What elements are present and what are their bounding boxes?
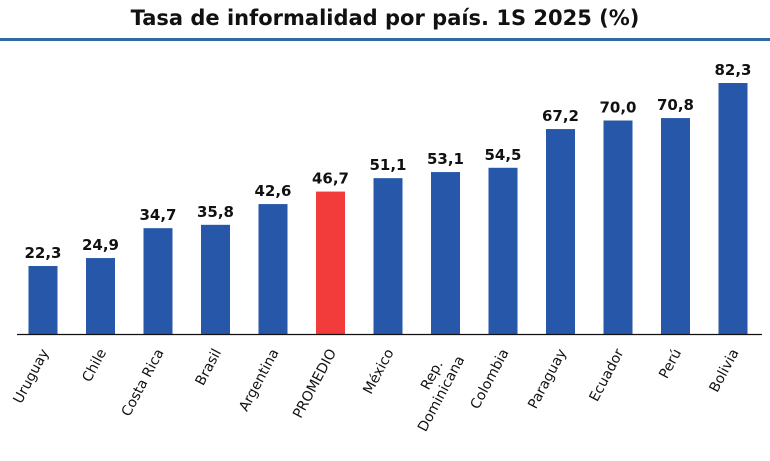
value-label-4: 42,6: [254, 182, 291, 200]
value-label-1: 24,9: [82, 236, 119, 254]
category-label-3: Brasil: [193, 346, 225, 388]
value-label-0: 22,3: [24, 244, 61, 262]
bar-12: [718, 83, 748, 334]
bar-4: [258, 204, 288, 334]
bar-6: [373, 178, 403, 334]
bar-11: [661, 118, 690, 334]
bar-0: [28, 265, 58, 334]
bar-7: [431, 172, 460, 334]
bar-2: [143, 228, 173, 334]
bar-9: [546, 129, 575, 334]
bar-3: [201, 224, 230, 334]
value-label-12: 82,3: [714, 61, 751, 79]
category-label-11: Perú: [656, 346, 685, 381]
category-label-7: Rep.Dominicana: [400, 345, 468, 434]
bar-8: [488, 167, 518, 334]
bar-5: [316, 191, 345, 334]
category-label-2: Costa Rica: [119, 346, 168, 419]
category-label-0: Uruguay: [10, 346, 52, 406]
title-rule: [0, 38, 770, 41]
value-label-7: 53,1: [427, 150, 464, 168]
value-label-9: 67,2: [542, 107, 579, 125]
value-label-11: 70,8: [657, 96, 694, 114]
value-label-3: 35,8: [197, 203, 234, 221]
category-label-9: Paraguay: [525, 346, 570, 411]
category-label-1: Chile: [79, 346, 110, 384]
category-label-5: PROMEDIO: [290, 346, 340, 421]
category-label-4: Argentina: [236, 346, 282, 414]
category-label-8: Colombia: [468, 346, 513, 412]
bar-1: [86, 258, 115, 334]
category-label-12: Bolivia: [706, 346, 742, 395]
chart-title: Tasa de informalidad por país. 1S 2025 (…: [130, 6, 640, 30]
bar-10: [603, 120, 633, 334]
value-label-6: 51,1: [369, 156, 406, 174]
value-label-2: 34,7: [139, 206, 176, 224]
category-label-6: México: [360, 346, 397, 397]
value-label-8: 54,5: [484, 146, 521, 164]
value-label-5: 46,7: [312, 170, 349, 188]
category-label-10: Ecuador: [587, 346, 628, 404]
value-label-10: 70,0: [599, 99, 636, 117]
